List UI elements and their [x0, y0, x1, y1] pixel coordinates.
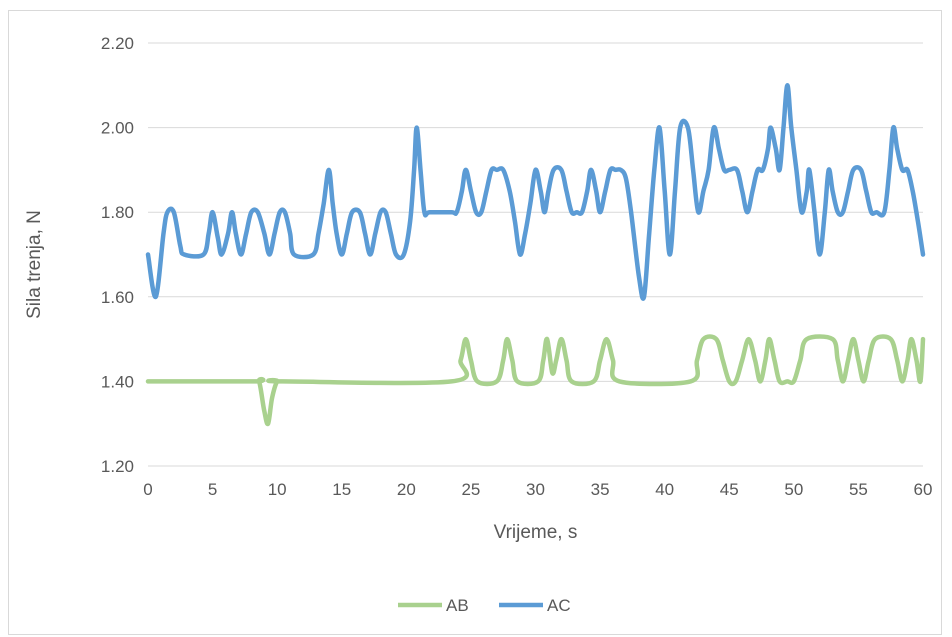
x-tick-label: 20 [397, 480, 416, 499]
x-tick-label: 45 [720, 480, 739, 499]
x-tick-label: 60 [914, 480, 933, 499]
line-chart: 1.20 1.40 1.60 1.80 2.00 2.20 0 5 10 15 20 25 30 35 4… [24, 34, 932, 615]
x-tick-label: 40 [655, 480, 674, 499]
series-layer [145, 83, 926, 427]
legend-label-ac: AC [547, 596, 571, 615]
y-axis-label: Sila trenja, N [24, 210, 45, 319]
x-tick-label: 30 [526, 480, 545, 499]
x-tick-label: 35 [591, 480, 610, 499]
x-tick-label: 5 [208, 480, 217, 499]
x-tick-label: 55 [849, 480, 868, 499]
y-tick-label: 1.20 [101, 457, 134, 476]
y-axis-ticks: 1.20 1.40 1.60 1.80 2.00 2.20 [101, 34, 134, 476]
x-tick-label: 0 [143, 480, 152, 499]
legend: AB AC [398, 596, 571, 615]
y-tick-label: 2.20 [101, 34, 134, 53]
x-tick-label: 10 [268, 480, 287, 499]
legend-label-ab: AB [446, 596, 469, 615]
x-tick-label: 15 [332, 480, 351, 499]
y-tick-label: 2.00 [101, 119, 134, 138]
x-axis-label: Vrijeme, s [494, 522, 578, 543]
y-tick-label: 1.80 [101, 203, 134, 222]
y-tick-label: 1.40 [101, 372, 134, 391]
y-tick-label: 1.60 [101, 288, 134, 307]
x-tick-label: 50 [784, 480, 803, 499]
x-axis-ticks: 0 5 10 15 20 25 30 35 40 45 50 55 60 [143, 480, 932, 499]
series-line-ab [145, 334, 926, 427]
series-line-ac [145, 83, 926, 301]
chart-container: 1.20 1.40 1.60 1.80 2.00 2.20 0 5 10 15 20 25 30 35 4… [8, 10, 942, 635]
x-tick-label: 25 [461, 480, 480, 499]
